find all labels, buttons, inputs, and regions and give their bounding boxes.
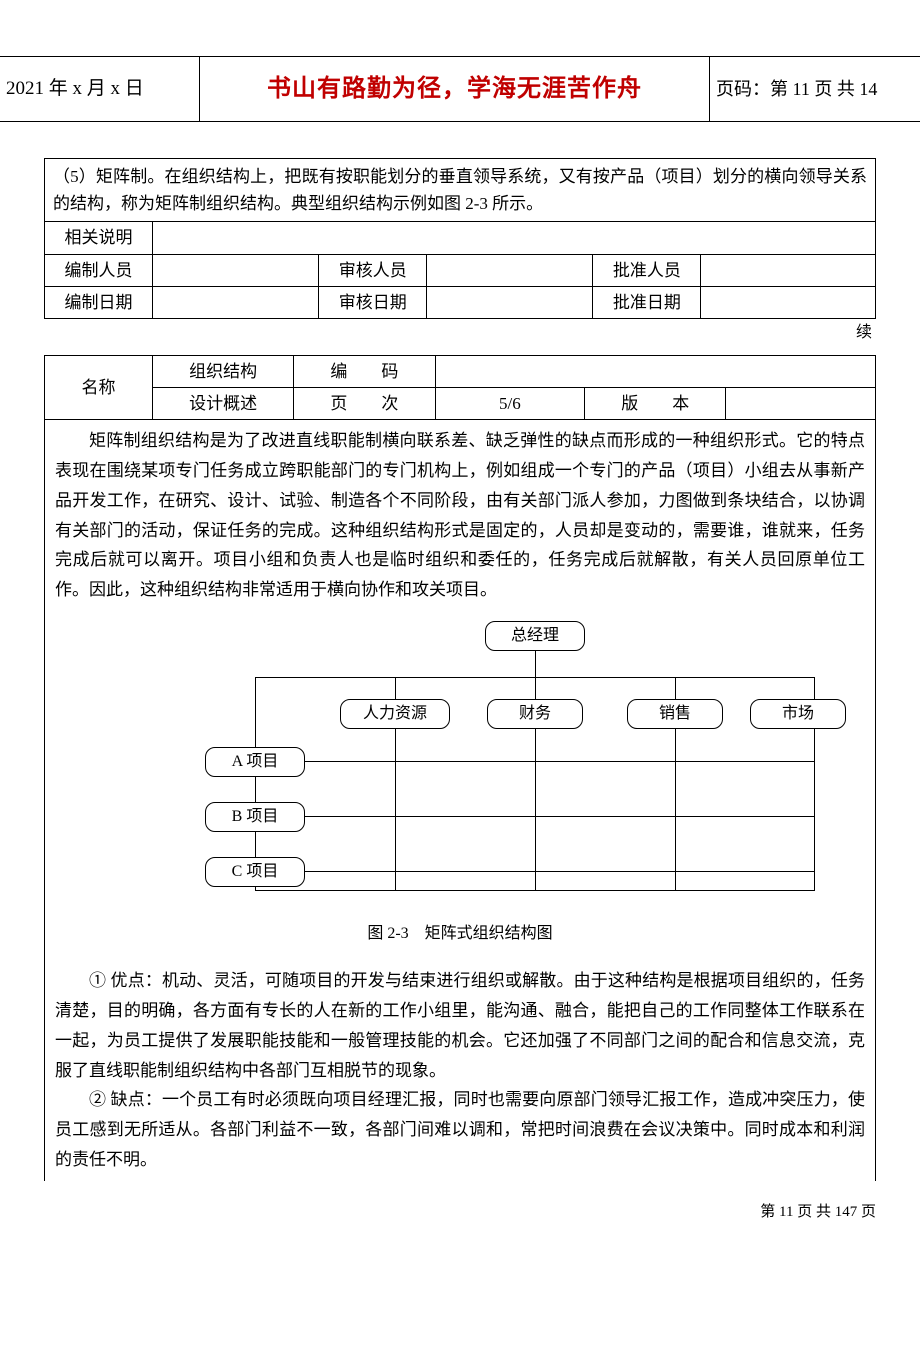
header-motto: 书山有路勤为径，学海无涯苦作舟 [200,57,710,121]
t2-r2-blank [726,388,876,420]
t1-revdate-val [427,286,593,318]
line [255,871,815,872]
t1-preparer-label: 编制人员 [45,254,153,286]
t2-r1c2: 组织结构 [153,355,294,387]
line [255,761,815,762]
footer-suffix: 页 [857,1204,876,1220]
header-date: 2021 年 x 月 x 日 [0,57,200,121]
t2-r1-blank [435,355,875,387]
t1-appdate-label: 批准日期 [593,286,701,318]
table-signoff: （5）矩阵制。在组织结构上，把既有按职能划分的垂直领导系统，又有按产品（项目）划… [44,158,876,319]
t1-approver-val [701,254,876,286]
node-dept-market: 市场 [750,699,846,729]
t1-reviewer-label: 审核人员 [319,254,427,286]
node-ceo: 总经理 [485,621,585,651]
t1-description: （5）矩阵制。在组织结构上，把既有按职能划分的垂直领导系统，又有按产品（项目）划… [45,159,876,222]
t1-r1c1: 相关说明 [45,222,153,254]
t1-reviewer-val [427,254,593,286]
line [535,651,536,677]
continued-label: 续 [44,319,876,355]
org-chart: 总经理 人力 [45,611,875,917]
footer-prefix: 第 [760,1204,779,1220]
t1-prepdate-val [153,286,319,318]
node-proj-b: B 项目 [205,802,305,832]
para-disadvantage: ② 缺点：一个员工有时必须既向项目经理汇报，同时也需要向原部门领导汇报工作，造成… [55,1085,865,1174]
line [255,816,815,817]
header-page: 页码：第 11 页 共 14 [710,57,920,121]
para-advantage: ① 优点：机动、灵活，可随项目的开发与结束进行组织或解散。由于这种结构是根据项目… [55,966,865,1085]
t2-r2c3: 页 次 [294,388,435,420]
t1-r1-blank [153,222,876,254]
node-dept-finance: 财务 [487,699,583,729]
t2-name-label: 名称 [45,355,153,419]
t1-approver-label: 批准人员 [593,254,701,286]
t2-r2c2: 设计概述 [153,388,294,420]
t1-appdate-val [701,286,876,318]
footer-cur: 11 [779,1204,793,1220]
node-dept-sales: 销售 [627,699,723,729]
node-proj-a: A 项目 [205,747,305,777]
page-header: 2021 年 x 月 x 日 书山有路勤为径，学海无涯苦作舟 页码：第 11 页… [0,56,920,122]
footer-total: 147 [835,1204,858,1220]
t1-preparer-val [153,254,319,286]
t2-r1c3: 编 码 [294,355,435,387]
t2-r2c5: 版 本 [585,388,726,420]
node-proj-c: C 项目 [205,857,305,887]
figure-caption: 图 2-3 矩阵式组织结构图 [45,917,875,957]
page-footer: 第 11 页 共 147 页 [0,1181,920,1224]
t1-prepdate-label: 编制日期 [45,286,153,318]
t2-r2c4: 5/6 [435,388,585,420]
table-main: 名称 组织结构 编 码 设计概述 页 次 5/6 版 本 矩阵制组织结构是为了改… [44,355,876,1181]
footer-mid: 页 共 [793,1204,834,1220]
para-intro: 矩阵制组织结构是为了改进直线职能制横向联系差、缺乏弹性的缺点而形成的一种组织形式… [55,426,865,605]
t1-revdate-label: 审核日期 [319,286,427,318]
node-dept-hr: 人力资源 [340,699,450,729]
